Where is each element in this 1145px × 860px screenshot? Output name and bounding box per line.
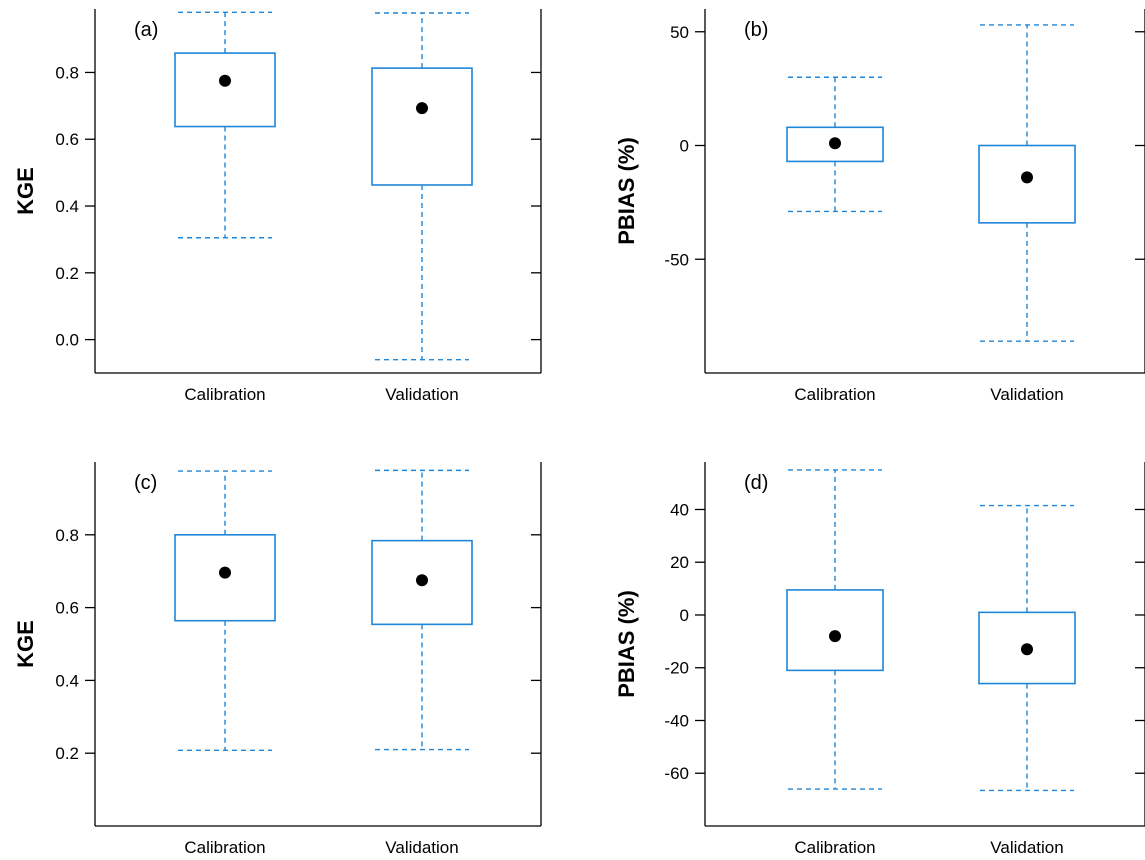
y-axis-label: KGE <box>13 620 38 668</box>
mean-point <box>1021 171 1033 184</box>
mean-point <box>219 74 231 87</box>
y-tick-label: 0.8 <box>55 526 79 545</box>
box-calibration <box>786 469 884 790</box>
y-tick-label: 0 <box>680 137 689 156</box>
x-category-label: Validation <box>990 385 1063 404</box>
x-category-label: Validation <box>385 838 458 857</box>
mean-point <box>829 630 841 643</box>
x-category-label: Validation <box>385 385 458 404</box>
panel-label: (a) <box>134 19 158 41</box>
box-calibration <box>174 470 276 751</box>
y-tick-label: 0.4 <box>55 197 79 216</box>
y-tick-label: 0.2 <box>55 264 79 283</box>
box-validation <box>978 24 1076 342</box>
mean-point <box>219 566 231 579</box>
iqr-box <box>978 144 1076 224</box>
iqr-box <box>174 52 276 128</box>
y-tick-label: 0.6 <box>55 599 79 618</box>
y-axis-label: KGE <box>13 167 38 215</box>
x-category-label: Calibration <box>184 838 265 857</box>
box-calibration <box>786 76 884 213</box>
y-axis-label: PBIAS (%) <box>614 137 639 245</box>
y-axis-label: PBIAS (%) <box>614 590 639 698</box>
x-category-label: Calibration <box>794 385 875 404</box>
panel-a: 0.0 0.2 0.4 0.6 0.8 Calibration Validation KGE (… <box>13 9 542 404</box>
y-tick-label: 0 <box>680 606 689 625</box>
panel-label: (c) <box>134 472 157 494</box>
box-validation <box>978 504 1076 792</box>
y-tick-label: -50 <box>664 250 689 269</box>
y-tick-label: 0.2 <box>55 744 79 763</box>
y-tick-label: 0.0 <box>55 331 79 350</box>
x-category-label: Calibration <box>794 838 875 857</box>
box-validation <box>371 469 473 751</box>
x-category-label: Validation <box>990 838 1063 857</box>
x-category-label: Calibration <box>184 385 265 404</box>
y-tick-label: -20 <box>664 659 689 678</box>
panel-c: 0.2 0.4 0.6 0.8 Calibration Validation KGE (c) <box>13 462 542 857</box>
mean-point <box>829 137 841 150</box>
y-tick-label: -60 <box>664 764 689 783</box>
iqr-box <box>371 67 473 186</box>
y-tick-label: 50 <box>670 23 689 42</box>
y-tick-label: 0.4 <box>55 671 79 690</box>
y-tick-label: -40 <box>664 711 689 730</box>
panel-b: -50 0 50 Calibration Validation PBIAS (%) (b) <box>614 9 1145 404</box>
y-tick-label: 0.8 <box>55 63 79 82</box>
y-tick-label: 20 <box>670 553 689 572</box>
box-calibration <box>174 11 276 239</box>
mean-point <box>416 574 428 587</box>
box-validation <box>371 12 473 361</box>
y-tick-label: 40 <box>670 500 689 519</box>
mean-point <box>416 102 428 115</box>
mean-point <box>1021 643 1033 656</box>
panel-label: (b) <box>744 19 768 41</box>
panel-label: (d) <box>744 472 768 494</box>
y-tick-label: 0.6 <box>55 130 79 149</box>
panel-d: -60 -40 -20 0 20 40 Calibration Validation PBIAS… <box>614 462 1145 857</box>
